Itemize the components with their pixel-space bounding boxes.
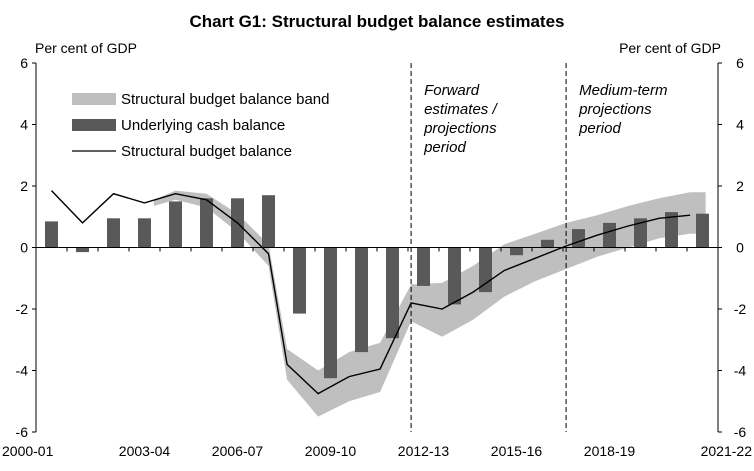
legend-swatch-bars [72, 119, 116, 131]
cash-balance-bar [665, 212, 678, 248]
y-tick-label-right: 4 [736, 117, 744, 133]
structural-balance-line [50, 190, 691, 395]
cash-balance-bar [45, 221, 58, 248]
legend-label-band: Structural budget balance band [121, 91, 329, 108]
cash-balance-bar [603, 222, 616, 248]
line-layer [50, 190, 691, 395]
y-tick-label-left: 6 [20, 55, 28, 71]
legend-label-bars: Underlying cash balance [121, 117, 285, 134]
y-tick-label-right: -4 [734, 363, 747, 379]
cash-balance-bar [386, 247, 399, 339]
cash-balance-bar [479, 247, 492, 293]
y-tick-label-right: 0 [736, 240, 744, 256]
cash-balance-bar [76, 247, 89, 253]
cash-balance-bar [510, 247, 523, 256]
cash-balance-bar [355, 247, 368, 353]
cash-balance-bar [200, 198, 213, 248]
y-tick-label-right: -6 [734, 424, 747, 440]
cash-balance-bar [541, 239, 554, 248]
x-tick-label: 2009-10 [305, 443, 357, 459]
x-tick-label: 2021-22 [701, 443, 753, 459]
cash-balance-bar [696, 213, 709, 248]
y-tick-label-left: 4 [20, 117, 28, 133]
divider-layer: Forward estimates / projections period Mediu… [410, 63, 667, 432]
cash-balance-bar [324, 247, 337, 379]
y-tick-label-right: 6 [736, 55, 744, 71]
period-label: projections [578, 101, 652, 118]
legend-swatch-band [72, 93, 116, 105]
right-axis-unit: Per cent of GDP [619, 40, 721, 56]
x-tick-label: 2006-07 [212, 443, 264, 459]
chart-title: Chart G1: Structural budget balance esti… [189, 12, 564, 31]
x-tick-label: 2018-19 [584, 443, 636, 459]
y-tick-label-right: 2 [736, 178, 744, 194]
period-label: Medium-term [579, 82, 667, 99]
legend-label-line: Structural budget balance [121, 143, 292, 160]
left-axis-unit: Per cent of GDP [35, 40, 137, 56]
x-tick-label: 2012-13 [398, 443, 450, 459]
period-label: period [578, 120, 621, 137]
y-tick-label-left: 2 [20, 178, 28, 194]
y-tick-label-left: -4 [16, 363, 29, 379]
cash-balance-bar [293, 247, 306, 314]
cash-balance-bar [169, 201, 182, 248]
legend: Structural budget balance band Underlyin… [72, 91, 329, 160]
x-tick-label: 2003-04 [119, 443, 171, 459]
period-label: period [423, 139, 466, 156]
bar-layer [45, 195, 709, 379]
period-label: Forward [424, 82, 480, 99]
cash-balance-bar [107, 218, 120, 248]
y-tick-label-left: -6 [16, 424, 29, 440]
axis-layer: 6 6 4 4 2 2 0 0 -2 -2 -4 -4 -6 -6 2000-01 2003-04 2006-0… [2, 55, 752, 459]
y-tick-label-left: -2 [16, 301, 29, 317]
x-tick-label: 2015-16 [491, 443, 543, 459]
cash-balance-bar [262, 195, 275, 248]
y-tick-label-left: 0 [20, 240, 28, 256]
period-label: projections [423, 120, 497, 137]
cash-balance-bar [448, 247, 461, 305]
cash-balance-bar [572, 229, 585, 248]
x-tick-label: 2000-01 [2, 443, 54, 459]
period-label: estimates / [424, 101, 498, 118]
cash-balance-bar [417, 247, 430, 286]
y-tick-label-right: -2 [734, 301, 747, 317]
cash-balance-bar [634, 218, 647, 248]
cash-balance-bar [138, 218, 151, 248]
